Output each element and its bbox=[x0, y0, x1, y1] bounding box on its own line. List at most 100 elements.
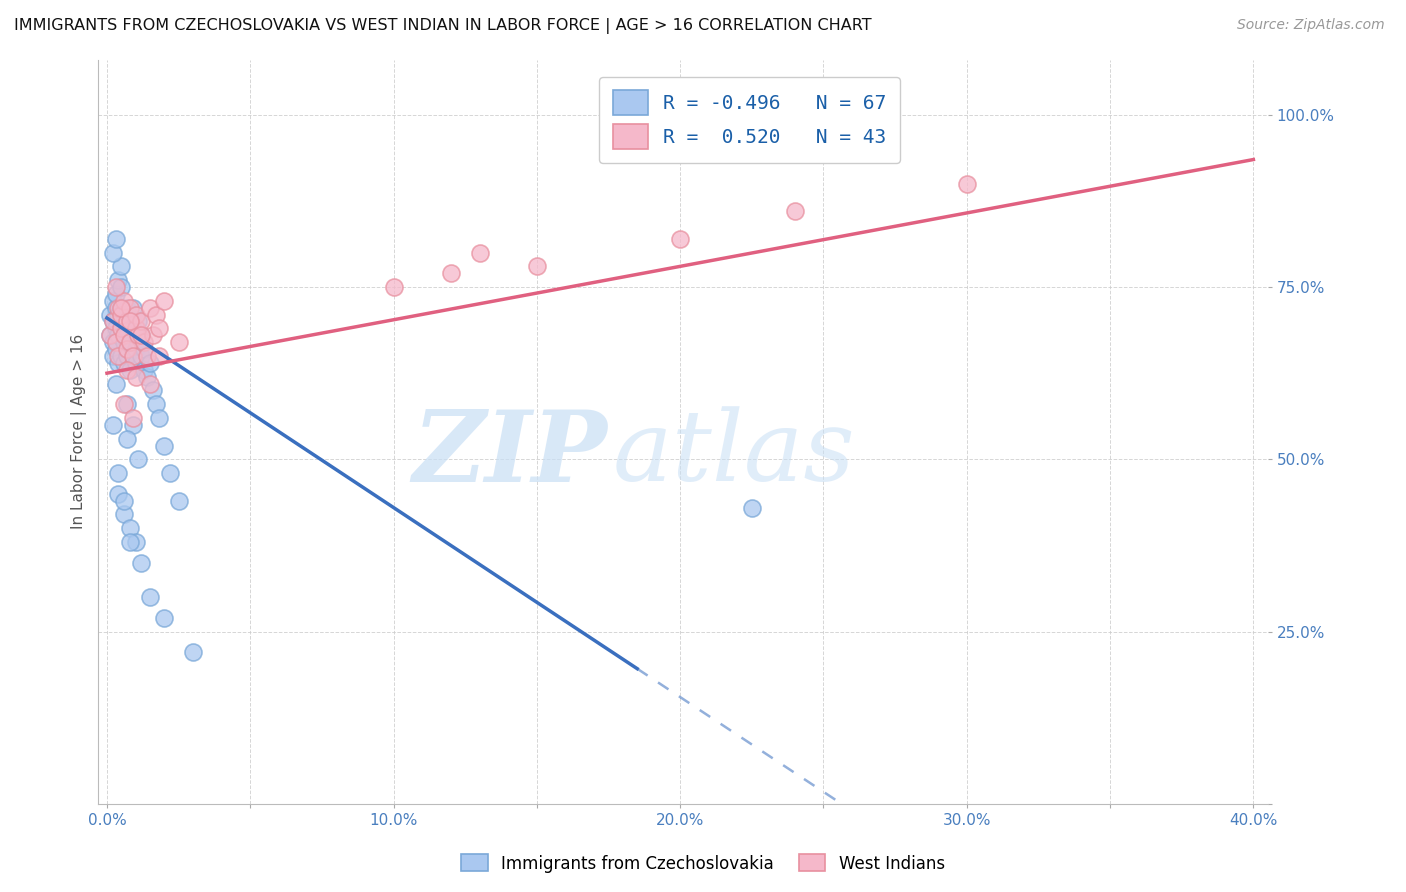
Point bbox=[121, 417, 143, 432]
Point bbox=[110, 321, 132, 335]
Y-axis label: In Labor Force | Age > 16: In Labor Force | Age > 16 bbox=[72, 334, 87, 529]
Point bbox=[110, 308, 132, 322]
Point bbox=[148, 349, 170, 363]
Point bbox=[131, 556, 153, 570]
Point bbox=[98, 328, 121, 343]
Point bbox=[104, 321, 127, 335]
Point bbox=[110, 321, 132, 335]
Point bbox=[118, 535, 141, 549]
Point bbox=[118, 362, 141, 376]
Point bbox=[115, 397, 138, 411]
Point bbox=[107, 273, 129, 287]
Point bbox=[131, 349, 153, 363]
Point bbox=[98, 328, 121, 343]
Point bbox=[145, 397, 167, 411]
Point bbox=[127, 452, 149, 467]
Point bbox=[104, 376, 127, 391]
Point bbox=[124, 321, 146, 335]
Point bbox=[440, 266, 463, 280]
Point bbox=[115, 301, 138, 315]
Point bbox=[115, 349, 138, 363]
Point bbox=[148, 321, 170, 335]
Point bbox=[134, 342, 156, 356]
Point bbox=[104, 335, 127, 350]
Point bbox=[107, 349, 129, 363]
Point bbox=[468, 245, 491, 260]
Point bbox=[118, 314, 141, 328]
Point bbox=[107, 308, 129, 322]
Point bbox=[110, 301, 132, 315]
Point bbox=[101, 417, 124, 432]
Legend: R = -0.496   N = 67, R =  0.520   N = 43: R = -0.496 N = 67, R = 0.520 N = 43 bbox=[599, 77, 900, 162]
Point bbox=[124, 356, 146, 370]
Point bbox=[118, 521, 141, 535]
Point bbox=[124, 535, 146, 549]
Point bbox=[124, 369, 146, 384]
Point bbox=[112, 356, 135, 370]
Text: Source: ZipAtlas.com: Source: ZipAtlas.com bbox=[1237, 18, 1385, 32]
Point bbox=[115, 362, 138, 376]
Point bbox=[131, 314, 153, 328]
Point bbox=[115, 432, 138, 446]
Point bbox=[669, 232, 692, 246]
Point bbox=[131, 328, 153, 343]
Point bbox=[107, 301, 129, 315]
Point bbox=[121, 411, 143, 425]
Point bbox=[112, 328, 135, 343]
Point bbox=[112, 397, 135, 411]
Point bbox=[124, 342, 146, 356]
Point bbox=[104, 287, 127, 301]
Point bbox=[134, 362, 156, 376]
Point bbox=[139, 301, 162, 315]
Point bbox=[107, 487, 129, 501]
Point bbox=[101, 349, 124, 363]
Point bbox=[112, 293, 135, 308]
Point bbox=[112, 314, 135, 328]
Point bbox=[118, 314, 141, 328]
Point bbox=[121, 321, 143, 335]
Point bbox=[139, 356, 162, 370]
Point bbox=[127, 328, 149, 343]
Point bbox=[136, 349, 159, 363]
Point bbox=[139, 590, 162, 604]
Point bbox=[110, 301, 132, 315]
Point bbox=[112, 493, 135, 508]
Point bbox=[159, 466, 181, 480]
Point bbox=[104, 301, 127, 315]
Point bbox=[115, 314, 138, 328]
Point bbox=[98, 308, 121, 322]
Text: atlas: atlas bbox=[613, 407, 856, 501]
Point bbox=[956, 177, 979, 191]
Point bbox=[153, 611, 176, 625]
Point bbox=[118, 335, 141, 350]
Point bbox=[167, 335, 190, 350]
Point bbox=[783, 204, 806, 219]
Point bbox=[136, 369, 159, 384]
Point bbox=[115, 328, 138, 343]
Point bbox=[115, 342, 138, 356]
Point bbox=[104, 232, 127, 246]
Point bbox=[148, 411, 170, 425]
Point bbox=[127, 335, 149, 350]
Text: IMMIGRANTS FROM CZECHOSLOVAKIA VS WEST INDIAN IN LABOR FORCE | AGE > 16 CORRELAT: IMMIGRANTS FROM CZECHOSLOVAKIA VS WEST I… bbox=[14, 18, 872, 34]
Point bbox=[107, 466, 129, 480]
Point bbox=[134, 335, 156, 350]
Point bbox=[382, 280, 405, 294]
Point bbox=[145, 308, 167, 322]
Point bbox=[110, 280, 132, 294]
Point bbox=[124, 308, 146, 322]
Point bbox=[741, 500, 763, 515]
Point bbox=[101, 245, 124, 260]
Point bbox=[121, 349, 143, 363]
Point bbox=[112, 335, 135, 350]
Point bbox=[112, 508, 135, 522]
Point bbox=[153, 438, 176, 452]
Point bbox=[121, 301, 143, 315]
Point bbox=[526, 260, 548, 274]
Point bbox=[181, 645, 204, 659]
Point bbox=[110, 349, 132, 363]
Legend: Immigrants from Czechoslovakia, West Indians: Immigrants from Czechoslovakia, West Ind… bbox=[454, 847, 952, 880]
Point bbox=[107, 356, 129, 370]
Point bbox=[131, 328, 153, 343]
Point bbox=[107, 328, 129, 343]
